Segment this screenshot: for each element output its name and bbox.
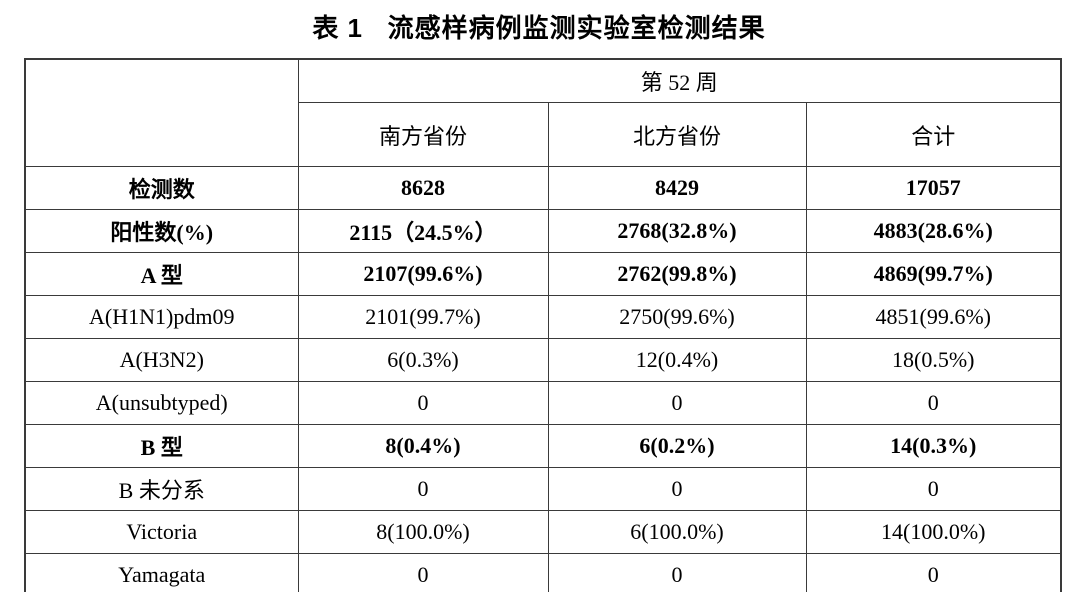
table-row-a-unsubtyped: A(unsubtyped) 0 0 0: [24, 381, 1062, 425]
row-label: A(H1N1)pdm09: [24, 295, 299, 339]
cell-value: 4851(99.6%): [805, 295, 1062, 339]
table-row-h3n2: A(H3N2) 6(0.3%) 12(0.4%) 18(0.5%): [24, 338, 1062, 382]
cell-value: 0: [547, 381, 807, 425]
cell-value: 2115（24.5%）: [297, 209, 549, 253]
cell-value: 0: [805, 467, 1062, 511]
cell-value: 0: [805, 553, 1062, 592]
table-row-positive: 阳性数(%) 2115（24.5%） 2768(32.8%) 4883(28.6…: [24, 209, 1062, 253]
row-label: B 未分系: [24, 467, 299, 511]
cell-value: 6(100.0%): [547, 510, 807, 554]
row-label: A(H3N2): [24, 338, 299, 382]
cell-value: 2101(99.7%): [297, 295, 549, 339]
cell-value: 2768(32.8%): [547, 209, 807, 253]
cell-value: 14(100.0%): [805, 510, 1062, 554]
row-label: B 型: [24, 424, 299, 468]
cell-value: 4883(28.6%): [805, 209, 1062, 253]
cell-value: 8(100.0%): [297, 510, 549, 554]
cell-value: 0: [547, 467, 807, 511]
table-row-h1n1pdm09: A(H1N1)pdm09 2101(99.7%) 2750(99.6%) 485…: [24, 295, 1062, 339]
cell-value: 12(0.4%): [547, 338, 807, 382]
cell-value: 6(0.3%): [297, 338, 549, 382]
table-title: 表 1 流感样病例监测实验室检测结果: [312, 13, 766, 43]
cell-value: 2750(99.6%): [547, 295, 807, 339]
cell-value: 6(0.2%): [547, 424, 807, 468]
cell-value: 14(0.3%): [805, 424, 1062, 468]
corner-empty-cell: [24, 58, 299, 167]
table-row-b-undetermined: B 未分系 0 0 0: [24, 467, 1062, 511]
cell-value: 0: [297, 467, 549, 511]
cell-value: 4869(99.7%): [805, 252, 1062, 296]
row-label: A(unsubtyped): [24, 381, 299, 425]
row-label: 阳性数(%): [24, 209, 299, 253]
cell-value: 18(0.5%): [805, 338, 1062, 382]
cell-value: 0: [805, 381, 1062, 425]
header-row-week: 第 52 周: [24, 58, 1062, 167]
cell-value: 8429: [547, 166, 807, 210]
row-label: Yamagata: [24, 553, 299, 592]
column-header-total: 合计: [805, 102, 1062, 167]
table-row-victoria: Victoria 8(100.0%) 6(100.0%) 14(100.0%): [24, 510, 1062, 554]
cell-value: 2762(99.8%): [547, 252, 807, 296]
cell-value: 0: [297, 381, 549, 425]
header-row-regions: 南方省份 北方省份 合计: [25, 102, 1062, 167]
row-label: Victoria: [24, 510, 299, 554]
table-row-tested: 检测数 8628 8429 17057: [24, 166, 1062, 210]
cell-value: 8(0.4%): [297, 424, 549, 468]
table-row-type-b: B 型 8(0.4%) 6(0.2%) 14(0.3%): [24, 424, 1062, 468]
cell-value: 0: [547, 553, 807, 592]
cell-value: 0: [297, 553, 549, 592]
table-row-yamagata: Yamagata 0 0 0: [24, 553, 1062, 592]
week-header-cell: 第 52 周: [297, 58, 1062, 103]
cell-value: 17057: [805, 166, 1062, 210]
row-label: 检测数: [24, 166, 299, 210]
table-row-type-a: A 型 2107(99.6%) 2762(99.8%) 4869(99.7%): [24, 252, 1062, 296]
row-label: A 型: [24, 252, 299, 296]
column-header-south: 南方省份: [297, 102, 549, 167]
results-table: 第 52 周 南方省份 北方省份 合计 检测数 8628 8429 17057 …: [24, 58, 1062, 592]
column-header-north: 北方省份: [547, 102, 807, 167]
cell-value: 2107(99.6%): [297, 252, 549, 296]
cell-value: 8628: [297, 166, 549, 210]
